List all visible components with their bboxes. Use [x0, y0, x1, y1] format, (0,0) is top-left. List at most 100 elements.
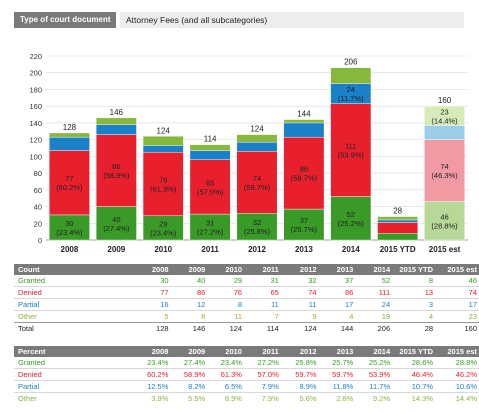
- bar-segment-partial: [95, 124, 137, 135]
- table-cell: 60.2%: [132, 368, 171, 381]
- table-row: Denied 60.2% 58.9% 61.3% 57.0% 59.7% 59.7% 53.9…: [14, 368, 479, 381]
- bar-segment-label: (57.0%): [197, 187, 224, 196]
- bar-segment-other: [189, 144, 231, 151]
- column-header: 2015 YTD: [392, 346, 436, 357]
- column-header: Count: [14, 264, 133, 275]
- table-cell: 8.9%: [280, 380, 319, 393]
- bar-segment-granted: [189, 213, 231, 241]
- table-cell: 31: [270, 276, 279, 285]
- bar-segment-label: (60.2%): [56, 183, 83, 192]
- column-header: 2013: [318, 346, 356, 357]
- table-cell: 6.5%: [207, 380, 244, 393]
- bar-total-label: 128: [63, 123, 77, 132]
- table-cell: 5.6%: [280, 392, 319, 404]
- row-label: Other: [14, 310, 133, 323]
- bar-total-label: 114: [204, 135, 217, 144]
- bar-segment-label: (27.4%): [103, 224, 130, 233]
- bar-segment-label: (28.8%): [431, 221, 458, 230]
- column-header: Percent: [14, 346, 133, 357]
- table-cell: 27.4%: [183, 358, 206, 367]
- table-cell: 74: [280, 286, 319, 299]
- table-cell: 65: [244, 286, 281, 299]
- y-tick-label: 20: [34, 219, 42, 228]
- column-header: 2014: [355, 346, 393, 357]
- table-header-row: Percent 2008 2009 2010 2011 2012 2013 2014 2015 …: [14, 346, 479, 357]
- bar-total-label: 146: [110, 108, 124, 117]
- bar-segment-denied: [49, 150, 90, 216]
- bar-total-label: 206: [344, 58, 358, 67]
- bar-segment-label: 65: [206, 178, 214, 187]
- bar-segment-denied: [142, 151, 184, 216]
- bar-segment-label: 77: [65, 174, 73, 183]
- stacked-bar-chart: 02040608010012014016018020022030(23.4%)7…: [29, 52, 468, 254]
- table-cell: 11: [207, 310, 245, 323]
- row-label: Granted: [18, 358, 46, 367]
- table-header-row: Count 2008 2009 2010 2011 2012 2013 2014 2015 YT…: [14, 264, 479, 275]
- column-header: 2010: [207, 346, 244, 357]
- table-cell: 17: [318, 298, 356, 311]
- table-cell: 7: [244, 310, 281, 323]
- x-tick-label: 2015 est: [429, 245, 461, 254]
- table-cell: 59.7%: [280, 368, 319, 381]
- table-cell: 52: [381, 276, 391, 285]
- percent-table: Percent 2008 2009 2010 2011 2012 2013 2014 2015 …: [14, 346, 479, 404]
- table-cell: 10.6%: [435, 380, 479, 393]
- table-cell: 17: [435, 298, 479, 311]
- column-header: 2013: [318, 264, 356, 275]
- bar-segment-other: [424, 105, 465, 126]
- bar-segment-partial: [424, 125, 465, 140]
- y-tick-label: 120: [29, 136, 42, 145]
- table-cell: 128: [132, 322, 171, 334]
- column-header: 2008: [132, 264, 171, 275]
- table-row: Partial 12.5% 8.2% 6.5% 7.9% 8.9% 11.8% 11.7% 10…: [14, 380, 479, 393]
- table-cell: 11.8%: [318, 380, 356, 393]
- bar-segment-granted: [377, 233, 419, 241]
- table-cell: 124: [280, 322, 319, 334]
- table-row: Granted 23.4% 27.4% 23.4% 27.2% 25.8% 25.7% 25.…: [14, 357, 479, 369]
- bar-segment-partial: [142, 145, 184, 153]
- bar-segment-label: 30: [65, 219, 73, 228]
- bar-segment-other: [330, 67, 372, 84]
- bar-segment-label: (11.7%): [338, 94, 364, 103]
- table-row: Denied 77 86 76 65 74 86 111 13 74: [14, 286, 479, 299]
- bar-segment-label: (59.7%): [244, 183, 271, 192]
- bar-segment-partial: [49, 136, 90, 151]
- bar-segment-label: (23.4%): [150, 228, 177, 237]
- bar-segment-denied: [95, 134, 137, 207]
- bar-segment-label: (14.4%): [431, 116, 458, 125]
- table-cell: 8: [170, 310, 208, 323]
- bar-segment-partial: [236, 141, 278, 152]
- bar-segment-label: (25.7%): [291, 225, 318, 234]
- table-cell: 11.7%: [355, 380, 393, 393]
- table-cell: 25.7%: [332, 358, 354, 367]
- bar-segment-label: 40: [112, 215, 120, 224]
- bar-segment-label: 31: [206, 219, 214, 228]
- bar-segment-granted: [49, 214, 90, 241]
- bar-total-label: 28: [393, 207, 402, 216]
- column-header: 2015 est: [435, 346, 479, 357]
- table-cell: 74: [435, 286, 479, 299]
- row-label: Denied: [14, 286, 133, 299]
- bar-segment-granted: [236, 213, 278, 241]
- y-tick-label: 180: [29, 85, 42, 94]
- table-cell: 4: [392, 310, 436, 323]
- y-tick-label: 100: [29, 152, 42, 161]
- table-cell: 9: [280, 310, 319, 323]
- table-cell: 146: [170, 322, 208, 334]
- count-table: Count 2008 2009 2010 2011 2012 2013 2014 2015 YT…: [14, 264, 479, 334]
- bar-segment-label: (61.3%): [150, 184, 177, 193]
- bar-segment-partial: [377, 219, 419, 223]
- table-cell: 23: [435, 310, 479, 323]
- column-header: 2011: [243, 346, 281, 357]
- table-row: Total 128 146 124 114 124 144 206 28 160: [14, 322, 479, 334]
- table-cell: 27.2%: [257, 358, 279, 367]
- bar-segment-label: 29: [159, 219, 167, 228]
- table-cell: 77: [132, 286, 171, 299]
- table-cell: 114: [244, 322, 281, 334]
- table-cell: 3.9%: [132, 392, 171, 404]
- y-tick-label: 0: [38, 236, 42, 245]
- x-tick-label: 2015 YTD: [380, 245, 416, 254]
- x-tick-label: 2013: [295, 245, 313, 254]
- table-cell: 8.2%: [170, 380, 208, 393]
- table-cell: 19: [355, 310, 393, 323]
